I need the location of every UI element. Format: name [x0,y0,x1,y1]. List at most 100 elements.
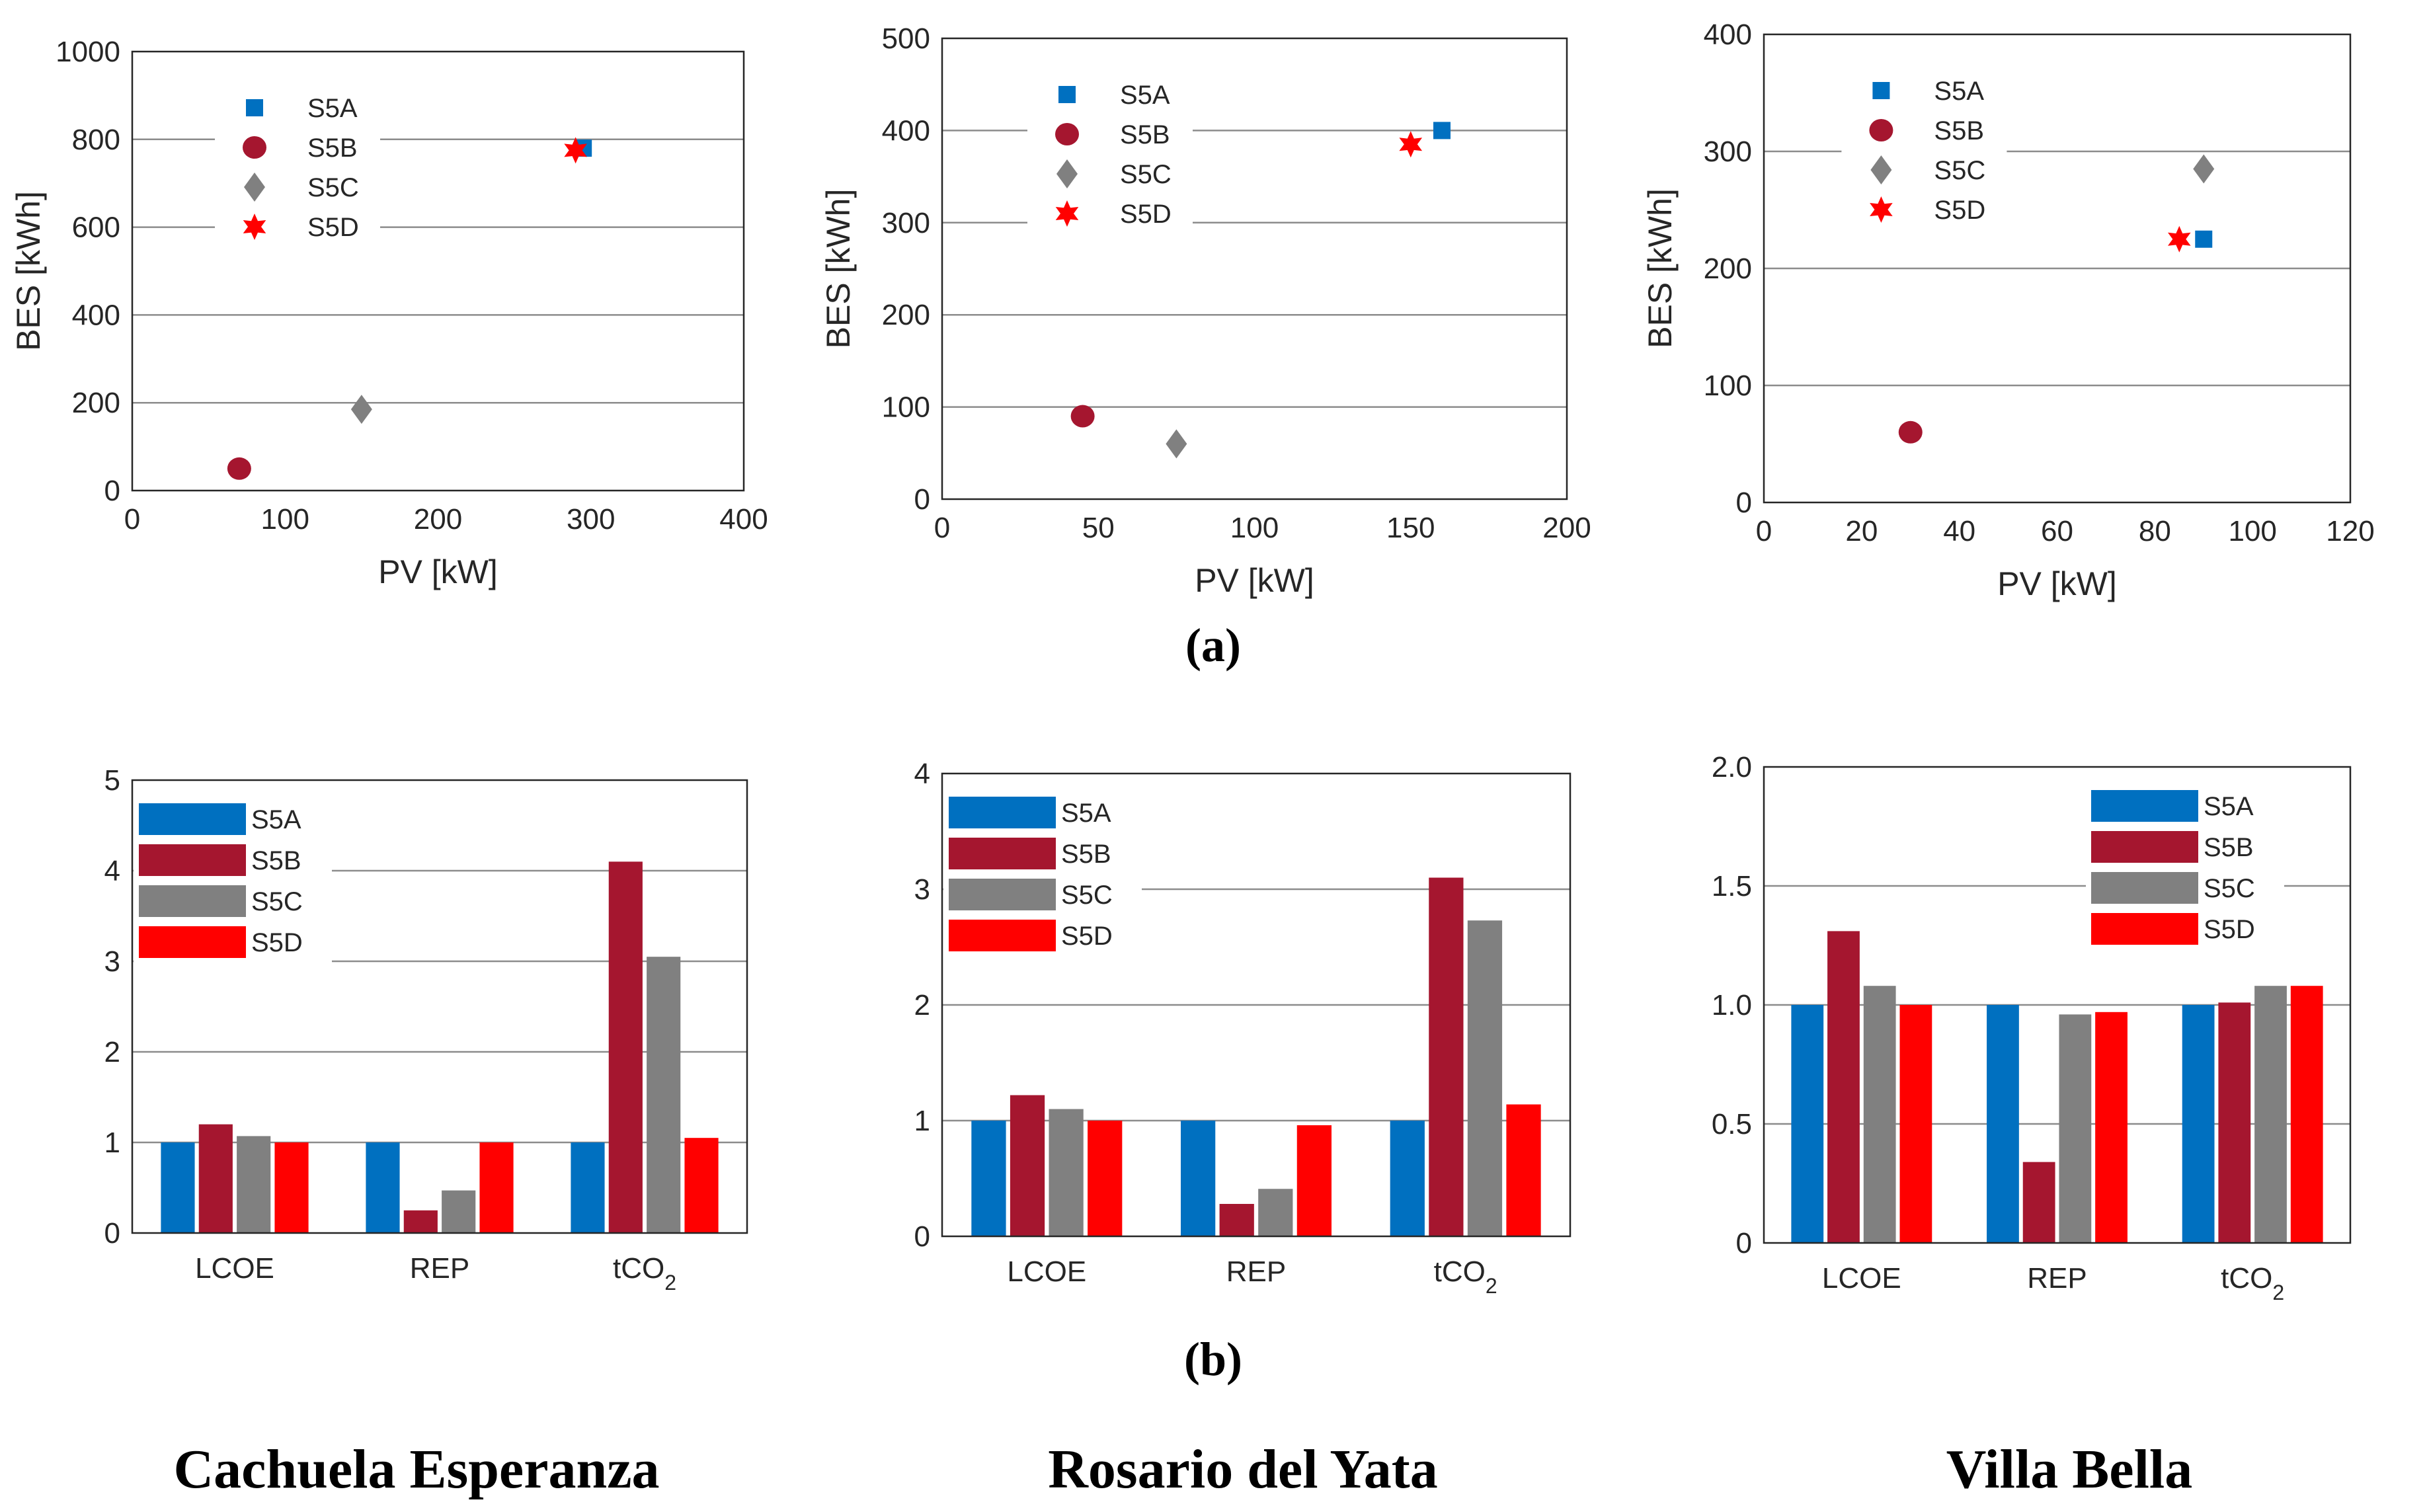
bar-s5a-tco2 [571,1142,605,1233]
x-axis-label: PV [kW] [1195,562,1314,599]
x-tick-label: 20 [1845,515,1878,547]
point-s5c [2193,154,2215,184]
bar-s5d-lcoe [1899,1005,1932,1243]
y-tick-label: 1 [914,1105,930,1137]
legend-label-s5d: S5D [1934,196,1985,225]
y-tick-label: 400 [72,299,120,331]
y-tick-label: 1 [104,1127,120,1159]
x-tick-label: 60 [2041,515,2073,547]
y-tick-label: 3 [914,873,930,906]
x-axis-label: PV [kW] [378,553,498,590]
bar-s5b-tco2 [2218,1002,2251,1243]
legend-label-s5b: S5B [307,134,358,163]
y-tick-label: 400 [1704,19,1752,51]
legend-label-s5b: S5B [1120,120,1170,149]
y-axis-label: BES [kWh] [820,189,857,349]
legend-background [1841,63,2007,238]
legend-label-s5d: S5D [307,213,359,242]
legend-label-s5b: S5B [1061,840,1111,869]
y-tick-label: 0.5 [1712,1108,1752,1140]
bar-s5c-lcoe [237,1136,271,1233]
bar-s5a-rep [366,1142,400,1233]
y-tick-label: 0 [1736,1227,1752,1259]
y-tick-label: 2 [104,1036,120,1068]
legend: S5A S5B S5C S5D [943,790,1142,961]
site-label-rosario-del-yata: Rosario del Yata [1048,1439,1438,1500]
legend-marker-s5c [1870,155,1892,184]
x-tick-label: 0 [934,512,950,544]
legend-label-s5b: S5B [2204,833,2254,862]
bar-s5c-tco2 [647,957,681,1233]
x-axis-label: PV [kW] [1997,565,2117,602]
x-tick-label: 40 [1943,515,1975,547]
y-tick-label: 5 [104,764,120,797]
y-tick-label: 300 [1704,136,1752,168]
bar-s5c-rep [2059,1014,2092,1243]
y-tick-label: 200 [72,387,120,419]
point-s5d [2168,225,2191,253]
bar-s5c-rep [442,1190,476,1233]
y-tick-label: 2.0 [1712,751,1752,783]
bar-s5d-lcoe [1088,1121,1123,1236]
x-tick-label: REP [2027,1262,2087,1294]
point-s5a [2195,230,2213,248]
bar-s5b-lcoe [1010,1095,1045,1236]
bar-s5a-lcoe [161,1142,195,1233]
legend-label-s5d: S5D [1061,922,1113,951]
bar-s5b-lcoe [1827,931,1860,1243]
x-tick-label: 200 [1542,512,1591,544]
legend-swatch-s5b [139,844,246,876]
x-tick-label: 80 [2139,515,2171,547]
y-tick-label: 300 [882,207,930,239]
x-tick-label: 120 [2326,515,2374,547]
plot-frame [131,50,745,492]
bar-s5a-rep [1987,1005,2019,1243]
y-tick-label: 100 [882,391,930,424]
bar-s5a-lcoe [1791,1005,1824,1243]
x-tick-label: LCOE [1822,1262,1901,1294]
bar-s5a-tco2 [2182,1005,2215,1243]
legend-swatch-s5a [139,803,246,835]
bar-s5a-lcoe [971,1121,1006,1236]
bar-s5b-rep [1219,1204,1254,1236]
x-tick-label: REP [410,1252,469,1285]
legend-marker-s5d [1055,200,1079,227]
y-tick-label: 100 [1704,370,1752,402]
legend: S5A S5B S5C S5D [1841,63,2007,238]
bar-s5c-rep [1258,1189,1293,1236]
legend-label-s5a: S5A [307,94,358,123]
legend-label-s5a: S5A [1934,77,1984,106]
legend-swatch-s5c [949,879,1056,910]
subscript: 2 [2272,1281,2284,1304]
bar-s5d-rep [479,1142,514,1233]
y-tick-label: 4 [104,855,120,887]
plot-frame [941,772,1572,1238]
legend-label-s5c: S5C [251,887,303,916]
legend-swatch-s5c [2091,872,2198,904]
y-tick-label: 500 [882,22,930,55]
bar-s5c-lcoe [1049,1109,1084,1236]
y-tick-label: 3 [104,945,120,978]
y-tick-label: 800 [72,124,120,156]
bar-s5d-tco2 [684,1138,719,1233]
legend-marker-s5d [1870,196,1893,223]
y-axis-label: BES [kWh] [10,191,47,351]
legend-marker-s5a [1872,82,1890,99]
legend-label-s5b: S5B [251,846,301,875]
y-tick-label: 1000 [56,36,120,68]
plot-frame [1763,766,2352,1244]
legend-label-s5d: S5D [251,928,303,957]
legend-label-s5c: S5C [307,173,359,202]
subscript: 2 [664,1271,676,1294]
legend-swatch-s5a [2091,790,2198,822]
legend: S5A S5B S5C S5D [1027,67,1193,242]
bar-s5b-tco2 [608,861,643,1233]
x-tick-label: 50 [1082,512,1115,544]
y-tick-label: 0 [914,483,930,516]
point-s5b [227,457,251,480]
site-label-villa-bella: Villa Bella [1946,1439,2193,1500]
legend-label-s5d: S5D [1120,200,1172,229]
scatter-rosario-del-yata: 0 100 200 300 400 500 0 50 100 150 200 PV [kW] BES [… [820,22,1591,599]
